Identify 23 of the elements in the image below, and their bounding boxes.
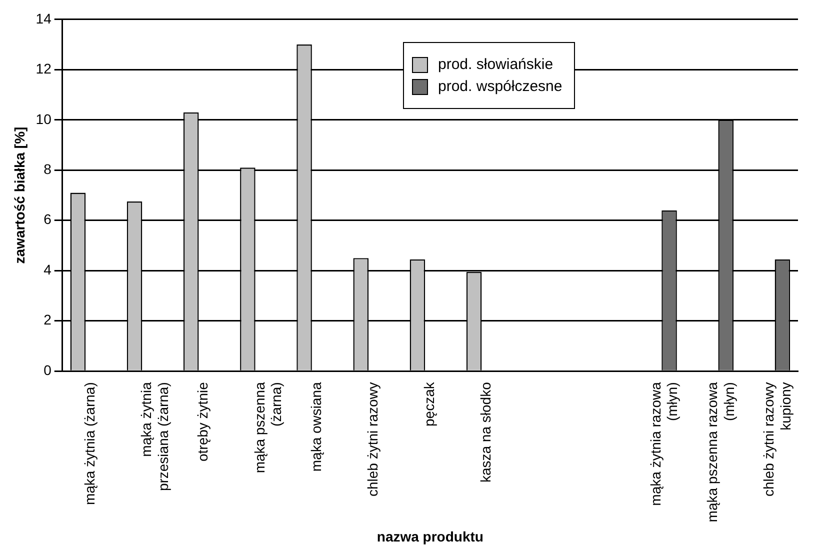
y-tick-label: 4 <box>44 261 52 278</box>
x-tick-label: mąka żytnia (żarna) <box>82 382 98 506</box>
y-tick-label: 10 <box>36 110 52 127</box>
y-tick-label: 12 <box>36 60 52 77</box>
x-tick-label: kasza na słodko <box>478 382 494 483</box>
y-tick-label: 14 <box>36 10 52 26</box>
y-tick-label: 0 <box>44 362 52 378</box>
x-tick-label: otręby żytnie <box>194 382 211 462</box>
x-tick-label: chleb żytni razowy kupiony <box>760 382 794 497</box>
x-tick-label: mąka owsiana <box>308 382 324 472</box>
legend-label: prod. słowiańskie <box>438 56 554 73</box>
x-tick-label: mąka żytnia razowa (młyn) <box>647 382 680 506</box>
x-tick-label: mąka żytnia przesiana (żarna) <box>138 382 171 492</box>
x-axis-title: nazwa produktu <box>376 528 484 544</box>
y-tick-label: 8 <box>44 161 52 177</box>
x-tick-label: mąka pszenna razowa (młyn) <box>704 382 737 522</box>
y-axis-title: zawartość białka [%] <box>11 126 28 264</box>
x-tick-label: pęczak <box>421 381 438 426</box>
y-tick-label: 2 <box>44 312 52 328</box>
y-tick-label: 6 <box>44 211 52 228</box>
legend-label: prod. współczesne <box>438 78 562 95</box>
x-tick-label: mąka pszenna (żarna) <box>251 382 284 474</box>
x-tick-label: chleb żytni razowy <box>364 382 380 497</box>
